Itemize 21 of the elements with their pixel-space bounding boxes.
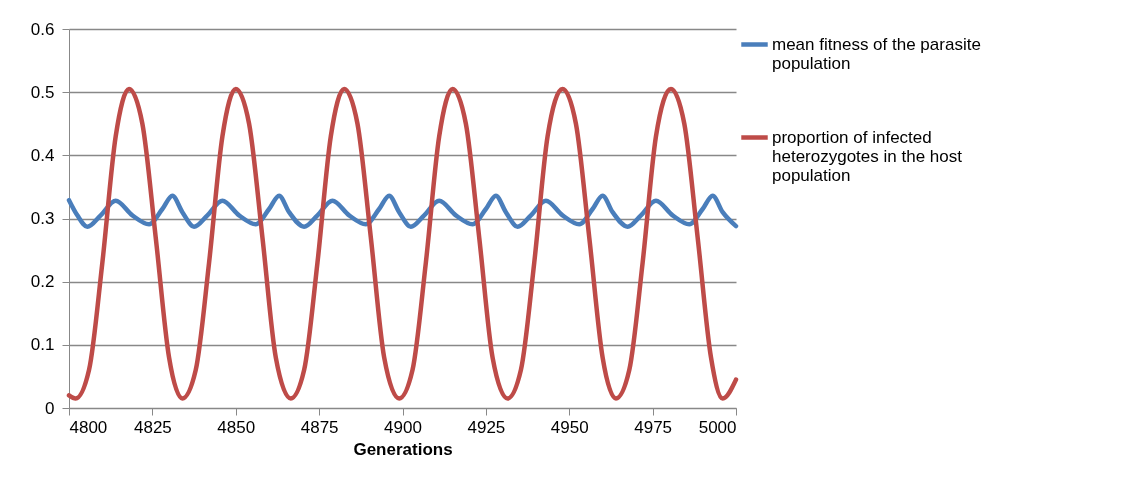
y-tick-label: 0	[45, 398, 55, 418]
legend-label: proportion of infected heterozygotes in the host population	[772, 127, 963, 185]
y-tick-label: 0.5	[30, 82, 55, 102]
x-tick-label: 4825	[133, 417, 172, 437]
x-tick-label: 4925	[467, 417, 506, 437]
x-tick-label: 4975	[634, 417, 673, 437]
x-tick-label: 4900	[384, 417, 422, 437]
y-tick-label: 0.3	[30, 209, 55, 228]
legend-label: mean fitness of the parasite population	[772, 34, 981, 73]
line-series	[66, 193, 739, 229]
line-series	[66, 86, 739, 401]
x-tick-label: 4950	[550, 417, 589, 437]
x-tick-label: 5000	[698, 417, 737, 437]
x-tick-label: 4850	[217, 417, 256, 437]
x-axis-title: Generations	[353, 439, 453, 459]
y-tick-label: 0.2	[30, 272, 55, 292]
x-tick-label: 4875	[300, 417, 339, 437]
y-tick-label: 0.4	[30, 145, 55, 165]
y-tick-label: 0.1	[30, 335, 55, 355]
x-tick-label: 4800	[69, 417, 108, 437]
y-tick-label: 0.6	[30, 19, 55, 39]
